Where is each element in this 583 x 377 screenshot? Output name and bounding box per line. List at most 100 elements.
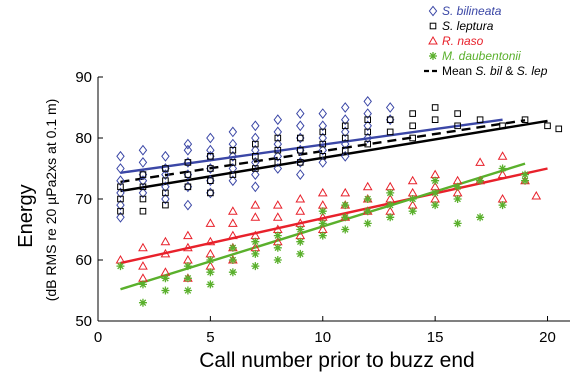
data-point-s-leptura xyxy=(139,171,147,178)
fit-line-s-bilineata xyxy=(120,118,503,174)
data-point-m-daubentonii xyxy=(453,219,462,228)
data-point-r-naso xyxy=(430,169,441,179)
data-point-s-bilineata xyxy=(138,175,148,187)
data-point-s-bilineata xyxy=(251,169,260,181)
data-point-m-daubentonii xyxy=(341,201,350,210)
data-point-s-leptura xyxy=(274,134,282,142)
fit-line-s-leptura xyxy=(120,119,548,193)
y-axis-label: Energy xyxy=(15,184,37,247)
y-axis-sublabel: (dB RMS re 20 µPa2xs at 0.1 m) xyxy=(43,99,59,302)
data-point-s-leptura xyxy=(409,110,416,117)
data-point-r-naso xyxy=(227,230,238,240)
data-point-s-leptura xyxy=(162,189,169,197)
data-point-s-leptura xyxy=(207,189,214,197)
data-point-s-leptura xyxy=(117,207,124,215)
data-point-m-daubentonii xyxy=(183,286,192,295)
data-point-s-leptura xyxy=(117,183,124,191)
data-point-m-daubentonii xyxy=(183,274,192,283)
data-point-s-leptura xyxy=(544,122,551,130)
data-point-s-leptura xyxy=(386,116,394,124)
data-point-s-leptura xyxy=(162,201,169,209)
legend-label: R. naso xyxy=(442,34,484,48)
data-point-r-naso xyxy=(138,242,148,252)
data-point-m-daubentonii xyxy=(386,188,395,197)
data-point-r-naso xyxy=(250,200,261,209)
data-point-s-leptura xyxy=(409,122,416,130)
data-point-r-naso xyxy=(138,261,148,270)
data-point-s-bilineata xyxy=(206,144,215,156)
y-tick-label: 50 xyxy=(75,313,92,330)
x-tick-label: 20 xyxy=(539,329,556,346)
data-point-s-leptura xyxy=(364,140,372,148)
data-point-s-bilineata xyxy=(296,169,305,181)
data-point-s-bilineata xyxy=(228,163,238,174)
data-point-m-daubentonii xyxy=(476,213,485,222)
data-point-s-bilineata xyxy=(138,144,148,156)
x-tick-label: 10 xyxy=(314,329,331,346)
legend-label-mean: Mean S. bil & S. lep xyxy=(442,64,548,78)
data-point-r-naso xyxy=(340,187,351,197)
data-point-s-bilineata xyxy=(363,108,372,120)
data-point-m-daubentonii xyxy=(138,298,147,307)
data-point-s-bilineata xyxy=(116,199,125,211)
data-point-s-leptura xyxy=(139,195,147,203)
data-point-s-leptura xyxy=(499,122,506,130)
data-point-s-leptura xyxy=(319,140,327,148)
data-point-r-naso xyxy=(205,236,216,246)
data-point-m-daubentonii xyxy=(476,176,485,185)
data-point-s-bilineata xyxy=(161,193,170,205)
data-point-s-bilineata xyxy=(228,126,238,138)
data-point-s-bilineata xyxy=(251,144,260,156)
data-point-s-leptura xyxy=(184,183,192,191)
data-point-s-bilineata xyxy=(251,181,260,193)
data-point-s-leptura xyxy=(454,122,461,130)
data-point-s-leptura xyxy=(341,146,349,154)
data-point-s-bilineata xyxy=(273,114,283,126)
data-point-s-leptura xyxy=(229,159,237,166)
data-point-r-naso xyxy=(295,193,306,203)
data-point-m-daubentonii xyxy=(116,262,125,271)
data-point-s-bilineata xyxy=(228,175,238,187)
data-point-s-leptura xyxy=(319,153,327,160)
y-tick-label: 90 xyxy=(75,69,92,86)
data-point-m-daubentonii xyxy=(296,225,305,234)
data-point-m-daubentonii xyxy=(431,188,440,197)
data-point-m-daubentonii xyxy=(273,231,282,240)
data-point-s-bilineata xyxy=(161,169,170,181)
data-point-s-bilineata xyxy=(385,102,395,113)
data-point-m-daubentonii xyxy=(206,268,215,277)
data-points xyxy=(115,95,563,307)
data-point-m-daubentonii xyxy=(138,280,147,289)
data-point-m-daubentonii xyxy=(296,249,305,258)
data-point-m-daubentonii xyxy=(431,201,440,210)
data-point-s-leptura xyxy=(184,171,192,178)
data-point-m-daubentonii xyxy=(228,243,237,252)
data-point-m-daubentonii xyxy=(363,195,372,203)
data-point-s-bilineata xyxy=(251,120,260,132)
data-point-s-bilineata xyxy=(318,156,327,168)
data-point-r-naso xyxy=(295,206,306,215)
x-tick-label: 15 xyxy=(427,329,444,346)
data-point-s-leptura xyxy=(454,110,461,117)
data-point-s-leptura xyxy=(229,146,237,154)
data-point-m-daubentonii xyxy=(363,219,372,228)
data-point-s-leptura xyxy=(364,116,372,124)
legend-marker xyxy=(429,52,437,60)
data-point-s-leptura xyxy=(184,159,192,166)
data-point-s-bilineata xyxy=(228,150,238,162)
data-point-s-bilineata xyxy=(116,163,125,174)
data-point-m-daubentonii xyxy=(341,225,350,234)
data-point-s-leptura xyxy=(521,116,529,124)
data-point-r-naso xyxy=(160,248,171,258)
data-point-s-bilineata xyxy=(116,175,125,187)
data-point-s-leptura xyxy=(252,140,259,148)
data-point-s-leptura xyxy=(364,128,372,136)
data-point-s-leptura xyxy=(386,128,394,136)
data-point-s-leptura xyxy=(555,125,563,133)
data-point-s-bilineata xyxy=(206,132,215,144)
data-point-m-daubentonii xyxy=(318,207,327,216)
data-point-s-leptura xyxy=(207,177,214,184)
data-point-r-naso xyxy=(497,193,508,203)
